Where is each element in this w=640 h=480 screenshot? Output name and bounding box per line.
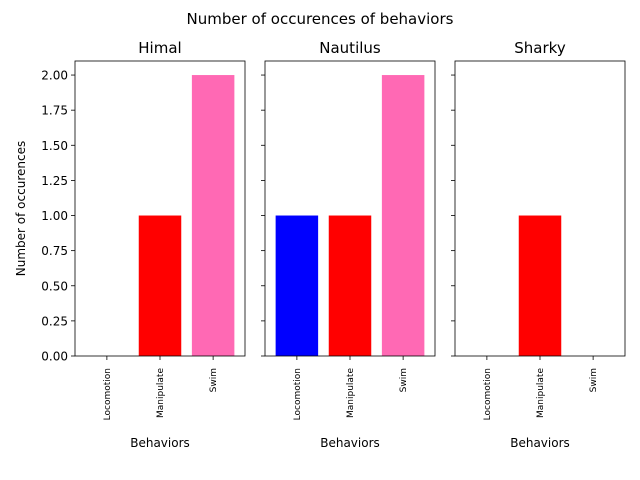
bar-manipulate: [138, 215, 182, 356]
bar-locomotion: [275, 215, 319, 356]
x-tick-label: Manipulate: [536, 368, 546, 418]
y-tick-label: 1.50: [41, 139, 68, 153]
y-tick-label: 1.25: [41, 174, 68, 188]
bar-manipulate: [328, 215, 372, 356]
x-axis-label: Behaviors: [510, 436, 570, 450]
x-tick-label: Locomotion: [483, 368, 493, 420]
x-tick-label: Locomotion: [103, 368, 113, 420]
axes-frame: [454, 60, 626, 357]
y-tick-label: 0.50: [41, 279, 68, 293]
x-tick-label: Manipulate: [346, 368, 356, 418]
panel-title: Nautilus: [319, 39, 381, 57]
y-tick-label: 0.25: [41, 314, 68, 328]
chart-panels: Locomotion Manipulate Swim 0.00 0.25 0.50 0.75…: [14, 39, 626, 450]
x-tick-label: Swim: [589, 368, 599, 392]
bar-manipulate: [518, 215, 562, 356]
panel-sharky: Locomotion Manipulate Swim Sharky Behaviors: [451, 39, 626, 450]
bar-swim: [191, 75, 235, 357]
x-axis-label: Behaviors: [320, 436, 380, 450]
figure-title: Number of occurences of behaviors: [187, 10, 454, 28]
axes-frame: [264, 60, 436, 357]
y-tick-label: 0.75: [41, 244, 68, 258]
x-tick-label: Swim: [399, 368, 409, 392]
panel-title: Himal: [138, 39, 181, 57]
x-tick-label: Locomotion: [293, 368, 303, 420]
x-tick-label: Swim: [209, 368, 219, 392]
y-tick-label: 0.00: [41, 350, 68, 364]
x-axis-label: Behaviors: [130, 436, 190, 450]
panel-title: Sharky: [514, 39, 566, 57]
x-tick-label: Manipulate: [156, 368, 166, 418]
panel-nautilus: Locomotion Manipulate Swim Nautilus Behavior…: [261, 39, 436, 450]
panel-himal: Locomotion Manipulate Swim 0.00 0.25 0.50 0.75…: [14, 39, 246, 450]
y-axis-label: Number of occurences: [14, 141, 28, 276]
bar-swim: [381, 75, 425, 357]
axes-frame: [74, 60, 246, 357]
y-tick-label: 1.75: [41, 104, 68, 118]
y-tick-label: 2.00: [41, 69, 68, 83]
y-tick-label: 1.00: [41, 209, 68, 223]
